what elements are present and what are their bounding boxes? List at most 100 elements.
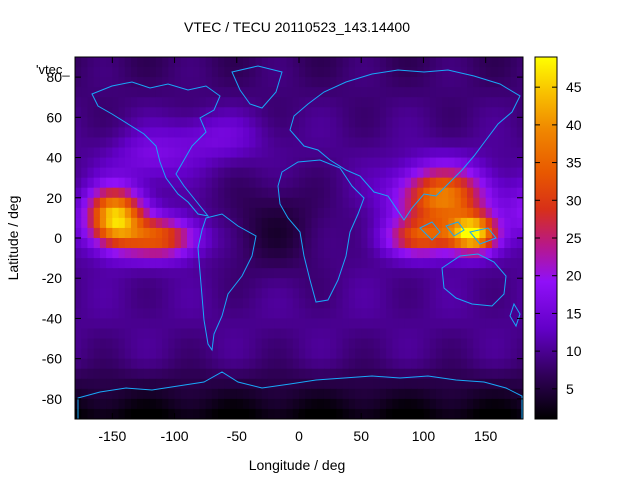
heatmap-cell <box>392 328 400 340</box>
heatmap-cell <box>411 348 418 360</box>
heatmap-cell <box>429 67 437 78</box>
heatmap-cell <box>261 238 269 249</box>
heatmap-cell <box>454 258 462 269</box>
heatmap-cell <box>423 117 431 128</box>
heatmap-cell <box>218 147 225 159</box>
heatmap-cell <box>442 217 449 229</box>
heatmap-cell <box>267 187 275 199</box>
heatmap-cell <box>255 258 263 269</box>
heatmap-cell <box>255 248 263 259</box>
heatmap-cell <box>330 217 337 229</box>
heatmap-cell <box>404 348 412 360</box>
heatmap-cell <box>193 127 201 139</box>
heatmap-cell <box>311 368 319 380</box>
heatmap-cell <box>504 217 512 229</box>
heatmap-cell <box>162 197 169 209</box>
heatmap-cell <box>193 398 201 410</box>
heatmap-cell <box>81 157 89 169</box>
heatmap-cell <box>292 87 300 98</box>
heatmap-cell <box>211 77 219 88</box>
heatmap-cell <box>448 197 456 209</box>
heatmap-cell <box>373 348 381 360</box>
heatmap-cell <box>435 348 443 360</box>
heatmap-cell <box>510 258 518 269</box>
heatmap-cell <box>417 248 425 259</box>
heatmap-cell <box>131 378 138 390</box>
heatmap-cell <box>454 167 462 179</box>
heatmap-cell <box>180 167 188 179</box>
heatmap-cell <box>479 117 487 128</box>
heatmap-cell <box>336 167 344 179</box>
heatmap-cell <box>75 87 82 98</box>
heatmap-cell <box>230 197 238 209</box>
coastline-overlay <box>77 65 523 419</box>
heatmap-cell <box>292 127 300 139</box>
heatmap-cell <box>386 167 393 179</box>
heatmap-cell <box>348 157 356 169</box>
heatmap-cell <box>498 187 505 199</box>
heatmap-cell <box>367 117 375 128</box>
heatmap-cell <box>124 288 132 299</box>
heatmap-cell <box>454 248 462 259</box>
heatmap-cell <box>187 388 194 400</box>
heatmap-cell <box>498 318 505 330</box>
heatmap-cell <box>187 187 194 199</box>
heatmap-cell <box>361 137 369 149</box>
heatmap-cell <box>168 207 176 219</box>
heatmap-cell <box>491 117 499 128</box>
heatmap-cell <box>174 318 182 330</box>
heatmap-cell <box>199 318 207 330</box>
heatmap-cell <box>280 137 288 149</box>
heatmap-cell <box>323 238 331 249</box>
heatmap-cell <box>367 187 375 199</box>
heatmap-cell <box>398 398 406 410</box>
heatmap-cell <box>479 268 487 279</box>
heatmap-cell <box>491 107 499 118</box>
heatmap-cell <box>174 157 182 169</box>
heatmap-cell <box>423 398 431 410</box>
heatmap-cell <box>485 298 493 309</box>
heatmap-cell <box>404 258 412 269</box>
heatmap-cell <box>448 57 456 68</box>
heatmap-cell <box>442 398 449 410</box>
heatmap-cell <box>205 378 213 390</box>
heatmap-cell <box>361 147 369 159</box>
heatmap-cell <box>504 358 512 370</box>
heatmap-cell <box>162 308 169 320</box>
heatmap-cell <box>379 227 387 239</box>
heatmap-cell <box>193 117 201 128</box>
heatmap-cell <box>236 227 244 239</box>
heatmap-cell <box>155 238 163 249</box>
heatmap-cell <box>143 388 151 400</box>
heatmap-cell <box>392 258 400 269</box>
heatmap-cell <box>355 298 362 309</box>
heatmap-cell <box>193 157 201 169</box>
heatmap-cell <box>143 368 151 380</box>
heatmap-cell <box>460 117 468 128</box>
colorbar-tick-label: 35 <box>566 155 582 171</box>
heatmap-cell <box>417 408 425 419</box>
heatmap-cell <box>467 137 474 149</box>
heatmap-cell <box>93 258 101 269</box>
heatmap-cell <box>485 308 493 320</box>
heatmap-cell <box>243 147 250 159</box>
heatmap-cell <box>317 127 325 139</box>
heatmap-cell <box>168 248 176 259</box>
heatmap-cell <box>218 67 225 78</box>
heatmap-cell <box>230 147 238 159</box>
heatmap-cell <box>355 77 362 88</box>
heatmap-cell <box>261 338 269 350</box>
heatmap-cell <box>243 398 250 410</box>
heatmap-cell <box>361 207 369 219</box>
heatmap-cell <box>292 77 300 88</box>
heatmap-cell <box>236 127 244 139</box>
heatmap-cell <box>323 227 331 239</box>
heatmap-cell <box>243 157 250 169</box>
heatmap-cell <box>479 258 487 269</box>
heatmap-cell <box>180 358 188 370</box>
heatmap-cell <box>243 308 250 320</box>
heatmap-cell <box>286 177 294 189</box>
heatmap-cell <box>442 238 449 249</box>
heatmap-cell <box>311 258 319 269</box>
heatmap-cell <box>199 348 207 360</box>
